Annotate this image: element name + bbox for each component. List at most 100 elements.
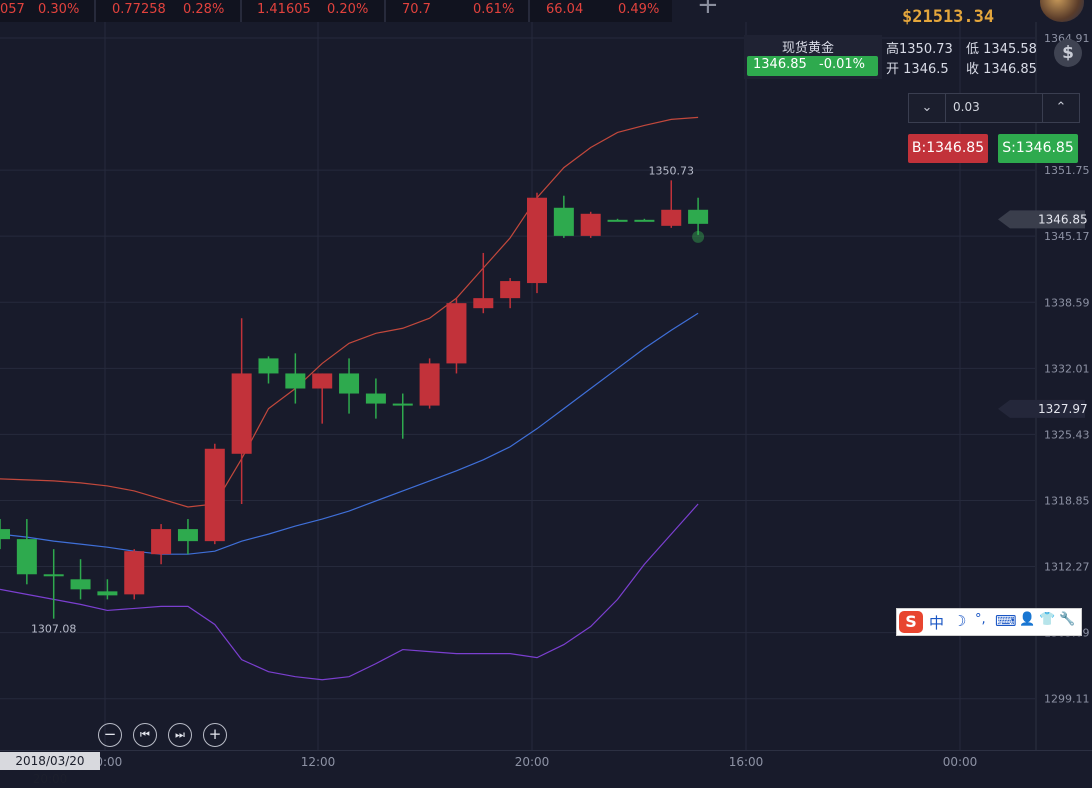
price-tag-label: 1346.85 <box>1038 212 1088 226</box>
sell-button[interactable]: S:1346.85 <box>998 134 1078 163</box>
candle-body <box>312 373 333 389</box>
dollar-icon[interactable]: $ <box>1054 39 1082 67</box>
account-balance: $21513.34 <box>902 7 995 27</box>
symbol-name: 现货黄金 <box>781 41 834 56</box>
candle-body <box>634 219 655 222</box>
bollinger-bands <box>0 116 699 681</box>
price-tick-label: 1338.59 <box>1044 296 1090 309</box>
candle-body <box>0 529 10 540</box>
ticker-change[interactable]: 0.20% <box>327 2 369 17</box>
skip-forward-button[interactable]: ⏭ <box>168 723 192 747</box>
candle-body <box>339 373 360 394</box>
candle-body <box>285 373 306 389</box>
chevron-up-icon[interactable]: ⌃ <box>1042 94 1079 122</box>
close-label: 收 <box>966 62 980 77</box>
candle-body <box>527 197 547 284</box>
tools-icon[interactable]: 🔧 <box>1059 612 1076 627</box>
quote-price-badge: 1346.85 -0.01% <box>747 56 878 76</box>
candle-body <box>607 219 628 222</box>
time-tick-label: 20:00 <box>515 755 550 769</box>
candle-body <box>124 551 145 595</box>
candle-body <box>16 539 37 575</box>
candle-body <box>392 403 413 406</box>
add-symbol-icon[interactable]: + <box>697 0 719 20</box>
low-marker-label: 1307.08 <box>31 623 77 636</box>
ticker-value[interactable]: 1.41605 <box>257 2 311 17</box>
candle-body <box>500 281 521 299</box>
price-tick-label: 1351.75 <box>1044 164 1090 177</box>
candle-body <box>258 358 279 374</box>
avatar[interactable] <box>1040 0 1084 22</box>
ticker-value[interactable]: 66.04 <box>546 2 584 17</box>
price-tag-shape <box>998 210 1085 229</box>
buy-button[interactable]: B:1346.85 <box>908 134 988 163</box>
close-stat: 收 1346.85 <box>966 58 1037 77</box>
price-tick-label: 1312.27 <box>1044 561 1090 574</box>
user-icon[interactable]: 👤 <box>1019 612 1036 627</box>
time-axis: 20:00 12:00 20:00 16:00 00:00 <box>88 755 978 769</box>
ime-toolbar: S 中 ☽ °, ⌨ 👤 👕 🔧 <box>896 608 1082 636</box>
ticker-divider <box>240 0 242 22</box>
high-stat: 高1350.73 <box>886 38 953 57</box>
candle-body <box>43 574 64 577</box>
keyboard-icon[interactable]: ⌨ <box>995 612 1017 630</box>
candle-body <box>97 591 118 596</box>
candle-body <box>365 393 386 404</box>
price-tick-label: 1345.17 <box>1044 230 1090 243</box>
price-tick-label: 1325.43 <box>1044 428 1090 441</box>
ticker-bar: 057 0.30% 0.77258 0.28% 1.41605 0.20% 70… <box>0 0 672 22</box>
ticker-value[interactable]: 70.7 <box>402 2 431 17</box>
zoom-in-button[interactable]: + <box>203 723 227 747</box>
skin-icon[interactable]: 👕 <box>1039 612 1056 627</box>
ime-mode-chinese[interactable]: 中 <box>929 614 945 632</box>
price-tag: 1346.85 <box>998 210 1088 229</box>
chart-grid <box>0 22 1092 751</box>
lot-size-stepper: ⌄ 0.03 ⌃ <box>908 93 1080 123</box>
high-label: 高 <box>886 42 900 57</box>
last-candle-glow <box>692 230 705 243</box>
price-tick-label: 1364.91 <box>1044 32 1090 45</box>
candle-body <box>661 209 682 226</box>
lot-size-input[interactable]: 0.03 <box>953 100 980 114</box>
high-value: 1350.73 <box>899 42 953 57</box>
price-tick-label: 1332.01 <box>1044 362 1090 375</box>
open-label: 开 <box>886 62 900 77</box>
chart-annotations: 1350.73 1307.08 <box>31 164 694 635</box>
low-label: 低 <box>966 42 980 57</box>
time-tick-label: 12:00 <box>301 755 336 769</box>
candle-body <box>231 373 252 454</box>
price-tag-label: 1327.97 <box>1038 402 1088 416</box>
current-price: 1346.85 <box>753 57 807 72</box>
low-stat: 低 1345.58 <box>966 38 1037 57</box>
open-stat: 开 1346.5 <box>886 58 949 77</box>
ticker-value[interactable]: 0.77258 <box>112 2 166 17</box>
open-value: 1346.5 <box>903 62 949 77</box>
band-middle-line <box>0 312 699 555</box>
close-value: 1346.85 <box>983 62 1037 77</box>
ticker-change[interactable]: 0.49% <box>618 2 660 17</box>
candle-body <box>177 529 198 542</box>
zoom-out-button[interactable]: − <box>98 723 122 747</box>
candle-body <box>553 207 574 236</box>
candle-body <box>70 579 91 590</box>
ticker-change[interactable]: 0.61% <box>473 2 515 17</box>
candle-body <box>151 529 172 555</box>
high-marker-label: 1350.73 <box>649 164 695 177</box>
ticker-value[interactable]: 057 <box>0 2 25 17</box>
ticker-divider <box>94 0 96 22</box>
moon-icon[interactable]: ☽ <box>953 612 967 630</box>
quote-panel: 现货黄金 1346.85 -0.01% <box>744 35 882 79</box>
candles <box>0 180 709 619</box>
crosshair-date-label: 2018/03/20 20:00 <box>0 752 100 786</box>
sogou-logo-icon[interactable]: S <box>899 611 923 633</box>
chevron-down-icon[interactable]: ⌄ <box>909 94 946 122</box>
ticker-change[interactable]: 0.30% <box>38 2 80 17</box>
punctuation-icon[interactable]: °, <box>975 612 986 627</box>
skip-back-button[interactable]: ⏮ <box>133 723 157 747</box>
candle-body <box>688 209 709 224</box>
candle-body <box>473 298 494 309</box>
low-value: 1345.58 <box>983 42 1037 57</box>
ticker-change[interactable]: 0.28% <box>183 2 225 17</box>
ticker-divider <box>528 0 530 22</box>
